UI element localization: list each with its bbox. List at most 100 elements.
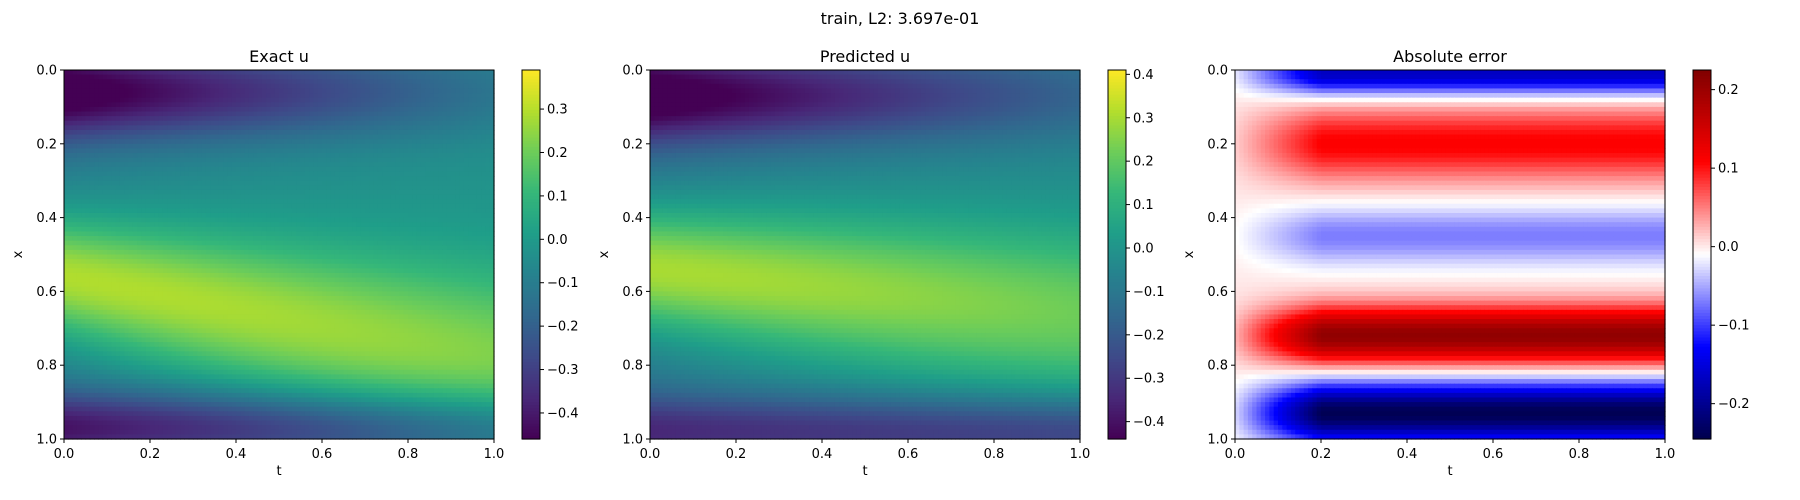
heatmap-cell — [77, 287, 82, 292]
heatmap-cell — [352, 208, 357, 213]
heatmap-cell — [279, 208, 284, 213]
heatmap-cell — [116, 116, 121, 121]
heatmap-cell — [322, 167, 327, 172]
heatmap-cell — [434, 245, 439, 250]
heatmap-cell — [159, 208, 164, 213]
heatmap-cell — [172, 176, 177, 181]
heatmap-cell — [163, 70, 168, 75]
heatmap-cell — [387, 222, 392, 227]
heatmap-cell — [322, 153, 327, 158]
heatmap-cell — [249, 84, 254, 89]
heatmap-cell — [227, 153, 232, 158]
heatmap-cell — [292, 291, 297, 296]
heatmap-cell — [159, 121, 164, 126]
heatmap-cell — [90, 176, 95, 181]
heatmap-cell — [455, 204, 460, 209]
heatmap-cell — [331, 259, 336, 264]
heatmap-cell — [111, 158, 116, 163]
heatmap-cell — [296, 121, 301, 126]
heatmap-cell — [442, 125, 447, 130]
heatmap-cell — [404, 185, 409, 190]
heatmap-cell — [339, 190, 344, 195]
heatmap-cell — [64, 185, 69, 190]
heatmap-cell — [141, 84, 146, 89]
heatmap-cell — [473, 93, 478, 98]
heatmap-cell — [270, 116, 275, 121]
heatmap-cell — [335, 102, 340, 107]
heatmap-cell — [172, 75, 177, 80]
heatmap-cell — [180, 158, 185, 163]
heatmap-cell — [326, 144, 331, 149]
heatmap-cell — [451, 213, 456, 218]
heatmap-cell — [387, 171, 392, 176]
heatmap-cell — [309, 231, 314, 236]
heatmap-cell — [68, 273, 73, 278]
heatmap-cell — [189, 107, 194, 112]
heatmap-cell — [129, 162, 134, 167]
heatmap-cell — [331, 139, 336, 144]
heatmap-cell — [64, 93, 69, 98]
heatmap-cell — [240, 185, 245, 190]
heatmap-cell — [137, 264, 142, 269]
heatmap-cell — [236, 287, 241, 292]
heatmap-cell — [468, 112, 473, 117]
heatmap-cell — [258, 125, 263, 130]
heatmap-cell — [111, 245, 116, 250]
heatmap-cell — [296, 139, 301, 144]
heatmap-cell — [236, 222, 241, 227]
heatmap-cell — [253, 296, 258, 301]
heatmap-cell — [107, 213, 112, 218]
heatmap-cell — [103, 162, 108, 167]
heatmap-cell — [124, 139, 129, 144]
heatmap-cell — [421, 296, 426, 301]
heatmap-cell — [176, 273, 181, 278]
heatmap-cell — [81, 222, 86, 227]
heatmap-cell — [266, 190, 271, 195]
heatmap-cell — [331, 287, 336, 292]
heatmap-cell — [292, 148, 297, 153]
heatmap-cell — [94, 167, 99, 172]
heatmap-cell — [417, 102, 422, 107]
heatmap-cell — [481, 273, 486, 278]
heatmap-cell — [309, 255, 314, 260]
heatmap-cell — [477, 121, 482, 126]
heatmap-cell — [412, 278, 417, 283]
heatmap-cell — [275, 75, 280, 80]
heatmap-cell — [223, 162, 228, 167]
heatmap-cell — [395, 250, 400, 255]
heatmap-cell — [124, 282, 129, 287]
heatmap-cell — [331, 102, 336, 107]
heatmap-cell — [64, 250, 69, 255]
heatmap-cell — [154, 171, 159, 176]
heatmap-cell — [167, 195, 172, 200]
heatmap-cell — [399, 213, 404, 218]
heatmap-cell — [176, 70, 181, 75]
heatmap-cell — [391, 236, 396, 241]
heatmap-cell — [339, 93, 344, 98]
heatmap-cell — [335, 268, 340, 273]
heatmap-cell — [232, 231, 237, 236]
heatmap-cell — [167, 222, 172, 227]
heatmap-cell — [77, 236, 82, 241]
heatmap-cell — [313, 148, 318, 153]
heatmap-cell — [258, 171, 263, 176]
heatmap-cell — [223, 79, 228, 84]
heatmap-cell — [485, 88, 490, 93]
heatmap-cell — [73, 88, 78, 93]
heatmap-cell — [434, 70, 439, 75]
heatmap-cell — [68, 190, 73, 195]
heatmap-cell — [425, 264, 430, 269]
heatmap-cell — [86, 181, 91, 186]
heatmap-cell — [292, 93, 297, 98]
heatmap-cell — [481, 176, 486, 181]
heatmap-cell — [68, 236, 73, 241]
heatmap-cell — [447, 181, 452, 186]
heatmap-cell — [77, 93, 82, 98]
heatmap-cell — [270, 250, 275, 255]
heatmap-cell — [240, 231, 245, 236]
heatmap-cell — [430, 167, 435, 172]
heatmap-cell — [477, 273, 482, 278]
heatmap-cell — [305, 245, 310, 250]
heatmap-cell — [387, 139, 392, 144]
heatmap-cell — [176, 213, 181, 218]
